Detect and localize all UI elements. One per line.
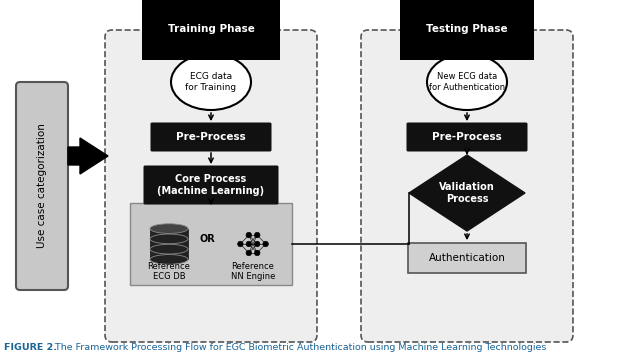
Bar bbox=[150, 228, 188, 260]
FancyBboxPatch shape bbox=[406, 122, 527, 152]
FancyBboxPatch shape bbox=[105, 30, 317, 342]
Circle shape bbox=[263, 241, 268, 247]
Text: Pre-Process: Pre-Process bbox=[432, 132, 502, 142]
FancyBboxPatch shape bbox=[143, 165, 278, 205]
Circle shape bbox=[246, 250, 252, 256]
Polygon shape bbox=[68, 138, 108, 174]
Ellipse shape bbox=[171, 54, 251, 110]
FancyBboxPatch shape bbox=[361, 30, 573, 342]
Text: Training Phase: Training Phase bbox=[168, 24, 255, 34]
Bar bbox=[408, 243, 526, 273]
Ellipse shape bbox=[427, 54, 507, 110]
Ellipse shape bbox=[150, 234, 188, 244]
Circle shape bbox=[246, 232, 252, 238]
Text: ECG data
for Training: ECG data for Training bbox=[186, 72, 237, 92]
Circle shape bbox=[254, 250, 260, 256]
Text: Reference
ECG DB: Reference ECG DB bbox=[148, 262, 191, 281]
Text: Authentication: Authentication bbox=[429, 253, 506, 263]
FancyBboxPatch shape bbox=[16, 82, 68, 290]
Text: The Framework Processing Flow for EGC Biometric Authentication using Machine Lea: The Framework Processing Flow for EGC Bi… bbox=[52, 344, 547, 353]
Ellipse shape bbox=[150, 224, 188, 233]
Ellipse shape bbox=[150, 244, 188, 254]
Circle shape bbox=[254, 241, 260, 247]
Text: Reference
NN Engine: Reference NN Engine bbox=[231, 262, 275, 281]
Text: New ECG data
for Authentication: New ECG data for Authentication bbox=[429, 72, 505, 92]
Circle shape bbox=[237, 241, 243, 247]
Text: OR: OR bbox=[199, 234, 215, 244]
Text: Use case categorization: Use case categorization bbox=[37, 123, 47, 248]
Polygon shape bbox=[409, 155, 525, 231]
Text: Pre-Process: Pre-Process bbox=[176, 132, 246, 142]
Bar bbox=[130, 203, 292, 285]
FancyBboxPatch shape bbox=[150, 122, 271, 152]
Text: FIGURE 2.: FIGURE 2. bbox=[4, 344, 57, 353]
Text: Core Process
(Machine Learning): Core Process (Machine Learning) bbox=[157, 174, 264, 196]
Ellipse shape bbox=[150, 254, 188, 264]
Circle shape bbox=[254, 232, 260, 238]
Text: Testing Phase: Testing Phase bbox=[426, 24, 508, 34]
Circle shape bbox=[246, 241, 252, 247]
Text: Validation
Process: Validation Process bbox=[439, 182, 495, 204]
